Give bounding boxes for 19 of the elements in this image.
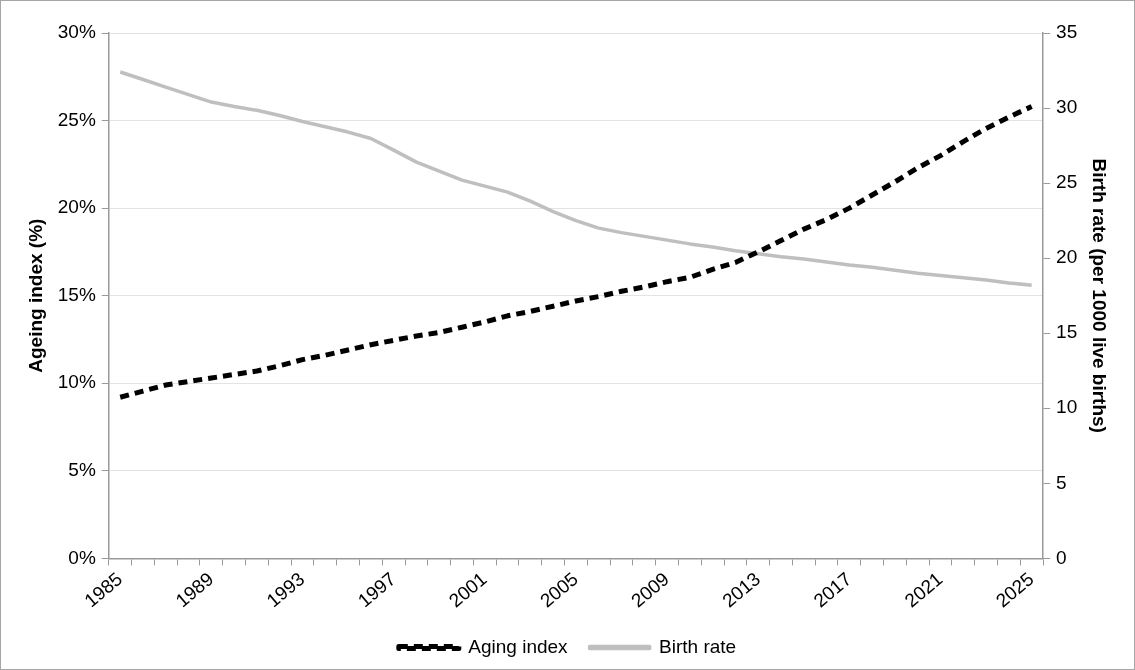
y-tick-label: 30% <box>57 21 96 43</box>
legend-label: Aging index <box>468 635 569 657</box>
y2-tick-label: 5 <box>1056 471 1067 493</box>
y2-axis-title: Birth rate (per 1000 live births) <box>1089 158 1111 433</box>
y2-tick-label: 30 <box>1056 96 1078 118</box>
y2-tick-label: 20 <box>1056 246 1078 268</box>
y-axis-title: Ageing index (%) <box>24 218 46 373</box>
y-tick-label: 15% <box>57 283 96 305</box>
y-tick-label: 10% <box>57 371 96 393</box>
y2-tick-label: 15 <box>1056 321 1078 343</box>
y-tick-label: 0% <box>68 546 96 568</box>
legend-label: Birth rate <box>659 635 737 657</box>
y2-tick-label: 25 <box>1056 171 1078 193</box>
y-tick-label: 20% <box>57 196 96 218</box>
y2-tick-label: 10 <box>1056 396 1078 418</box>
y-tick-label: 5% <box>68 459 96 481</box>
y2-tick-label: 0 <box>1056 546 1067 568</box>
y2-tick-label: 35 <box>1056 21 1078 43</box>
y-tick-label: 25% <box>57 108 96 130</box>
